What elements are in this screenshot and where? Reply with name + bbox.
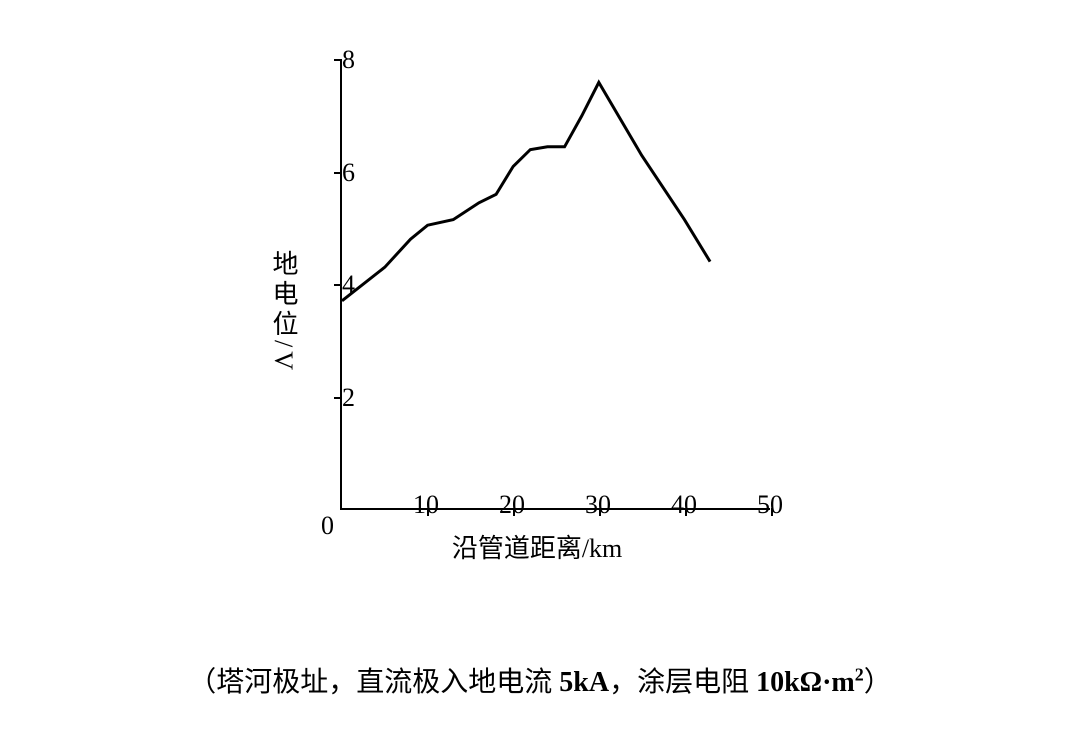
line-chart-svg <box>342 60 770 508</box>
chart-container: 地电位/V 沿管道距离/km 0 2 4 6 8 10 20 30 40 50 <box>240 30 800 590</box>
plot-area <box>340 60 770 510</box>
x-tick-label: 50 <box>757 490 783 520</box>
y-axis-unit: /V <box>268 340 298 374</box>
caption-prefix: （塔河极址，直流极入地电流 <box>188 667 559 698</box>
x-tick-label: 40 <box>671 490 697 520</box>
x-tick-label: 30 <box>585 490 611 520</box>
y-axis-label: 地电位/V <box>265 250 302 370</box>
y-tick-label: 8 <box>342 45 355 75</box>
caption: （塔河极址，直流极入地电流 5kA，涂层电阻 10kΩ·m2） <box>188 660 892 700</box>
y-tick-label: 2 <box>342 383 355 413</box>
y-tick <box>334 397 342 399</box>
caption-val1: 5kA <box>559 667 609 698</box>
y-tick <box>334 172 342 174</box>
caption-mid: ，涂层电阻 <box>609 667 756 698</box>
x-tick-label: 10 <box>413 490 439 520</box>
y-tick-label: 4 <box>342 270 355 300</box>
caption-val2: 10kΩ·m <box>756 667 855 698</box>
caption-suffix: ） <box>864 667 892 698</box>
y-tick <box>334 59 342 61</box>
x-axis-unit: /km <box>582 534 622 563</box>
x-tick-label: 20 <box>499 490 525 520</box>
x-axis-label-text: 沿管道距离 <box>452 534 582 563</box>
y-tick-label: 6 <box>342 158 355 188</box>
y-axis-label-text: 地电位 <box>269 250 298 340</box>
y-tick <box>334 284 342 286</box>
x-axis-label: 沿管道距离/km <box>452 528 622 565</box>
y-tick-label: 0 <box>321 511 334 541</box>
